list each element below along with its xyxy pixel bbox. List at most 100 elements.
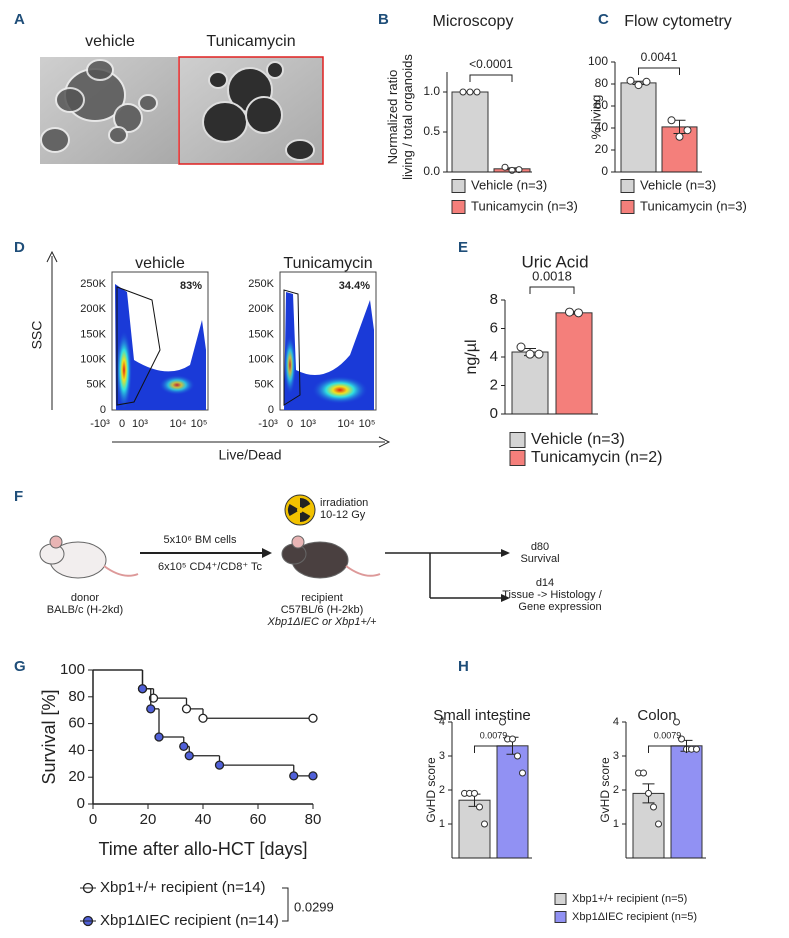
y-tick-label: 0 — [100, 404, 106, 416]
p-value: 0.0079 — [480, 730, 508, 740]
legend-label: Tunicamycin (n=3) — [471, 198, 578, 213]
data-point — [501, 163, 509, 171]
arrow-head — [46, 250, 58, 263]
legend-label: Vehicle (n=3) — [640, 177, 716, 192]
y-tick-label: 0 — [77, 795, 85, 812]
data-point — [675, 132, 684, 141]
survival-point — [148, 693, 159, 703]
survival-point — [184, 751, 194, 761]
y-tick-label: 0 — [601, 164, 608, 178]
y-tick-label: 20 — [595, 142, 609, 156]
data-point — [525, 349, 535, 359]
significance-bracket — [282, 887, 289, 922]
panel-label: A — [14, 11, 25, 28]
y-axis-label: % living — [588, 95, 603, 140]
y-tick-label: 50K — [86, 379, 106, 391]
gate — [283, 289, 301, 406]
bar — [451, 91, 489, 173]
y-tick-label: 80 — [595, 76, 609, 90]
x-tick-label: 10⁵ — [191, 418, 208, 430]
legend-label: Tunicamycin (n=2) — [531, 449, 662, 466]
y-tick-label: 0.0 — [423, 164, 440, 178]
y-tick-label: 200K — [80, 303, 106, 315]
data-point — [673, 718, 680, 726]
diagram-text: recipient — [301, 592, 343, 604]
x-tick-label: -10³ — [90, 418, 110, 430]
diagram-text: 6x10⁵ CD4⁺/CD8⁺ Tc — [158, 561, 263, 573]
data-point — [515, 166, 523, 174]
radiation-icon — [299, 510, 311, 523]
organoid — [55, 87, 85, 113]
x-tick-label: 10⁴ — [338, 418, 355, 430]
radiation-icon — [288, 503, 300, 516]
x-tick-label: 10⁴ — [170, 418, 187, 430]
y-tick-label: 1 — [439, 818, 445, 830]
x-axis-label: Time after allo-HCT [days] — [98, 839, 307, 859]
data-point — [473, 88, 481, 96]
legend-swatch — [509, 432, 526, 448]
survival-point — [308, 771, 318, 781]
data-point — [534, 349, 544, 359]
flow-hotspot — [312, 376, 368, 404]
panel-label: E — [458, 239, 468, 256]
diagram-text: Tissue -> Histology / — [502, 589, 602, 601]
diagram-text: 10-12 Gy — [320, 509, 366, 521]
panel-label: G — [14, 658, 26, 675]
y-tick-label: 40 — [595, 120, 609, 134]
y-tick-label: 100K — [80, 354, 106, 366]
data-point — [645, 789, 652, 797]
axis-label: SSC — [29, 321, 45, 350]
chart-title: Uric Acid — [521, 252, 588, 271]
data-point — [519, 769, 526, 777]
survival-point — [154, 732, 164, 742]
legend-swatch — [451, 179, 466, 193]
data-point — [655, 820, 662, 828]
significance-bracket — [469, 74, 513, 82]
gate — [116, 286, 161, 406]
panel-label: H — [458, 658, 469, 675]
x-tick-label: -10³ — [258, 418, 278, 430]
bar — [496, 745, 529, 859]
y-tick-label: 0 — [268, 404, 274, 416]
data-point — [516, 342, 526, 352]
legend-label: Vehicle (n=3) — [531, 431, 625, 448]
y-tick-label: 4 — [439, 716, 445, 728]
x-tick-label: 0 — [287, 418, 293, 430]
bar — [620, 82, 657, 173]
flow-hotspot — [116, 330, 132, 410]
arrow-head — [262, 548, 272, 558]
data-point — [481, 820, 488, 828]
significance-bracket — [529, 286, 575, 294]
data-point — [565, 307, 574, 317]
arrow-head — [501, 549, 510, 557]
arrow-head — [501, 594, 510, 602]
y-tick-label: 0 — [490, 405, 498, 422]
y-tick-label: 4 — [613, 716, 619, 728]
data-point — [634, 81, 643, 90]
p-value: 0.0079 — [654, 730, 682, 740]
y-axis-label: ng/µl — [463, 339, 480, 374]
panel-label: D — [14, 239, 25, 256]
plot-title: vehicle — [135, 255, 185, 272]
gate-value: 83% — [180, 280, 202, 292]
arrow-head — [378, 436, 391, 448]
y-tick-label: 250K — [248, 278, 274, 290]
survival-point — [181, 704, 192, 714]
diagram-text: Gene expression — [518, 601, 601, 613]
diagram-text: d14 — [536, 577, 554, 589]
y-tick-label: 150K — [80, 328, 106, 340]
recipient-mouse — [345, 565, 381, 577]
x-tick-label: 10³ — [132, 418, 148, 430]
x-tick-label: 40 — [195, 811, 212, 828]
diagram-text: Xbp1ΔIEC or Xbp1+/+ — [267, 616, 377, 628]
survival-point — [308, 713, 318, 723]
p-value: 0.0299 — [294, 899, 334, 914]
data-point — [459, 88, 467, 96]
y-tick-label: 20 — [68, 768, 85, 785]
y-tick-label: 60 — [595, 98, 609, 112]
significance-bracket — [648, 745, 687, 753]
bar — [511, 351, 549, 415]
organoid — [86, 59, 114, 81]
diagram-text: C57BL/6 (H-2kb) — [281, 604, 364, 616]
p-value: 0.0041 — [641, 50, 678, 64]
